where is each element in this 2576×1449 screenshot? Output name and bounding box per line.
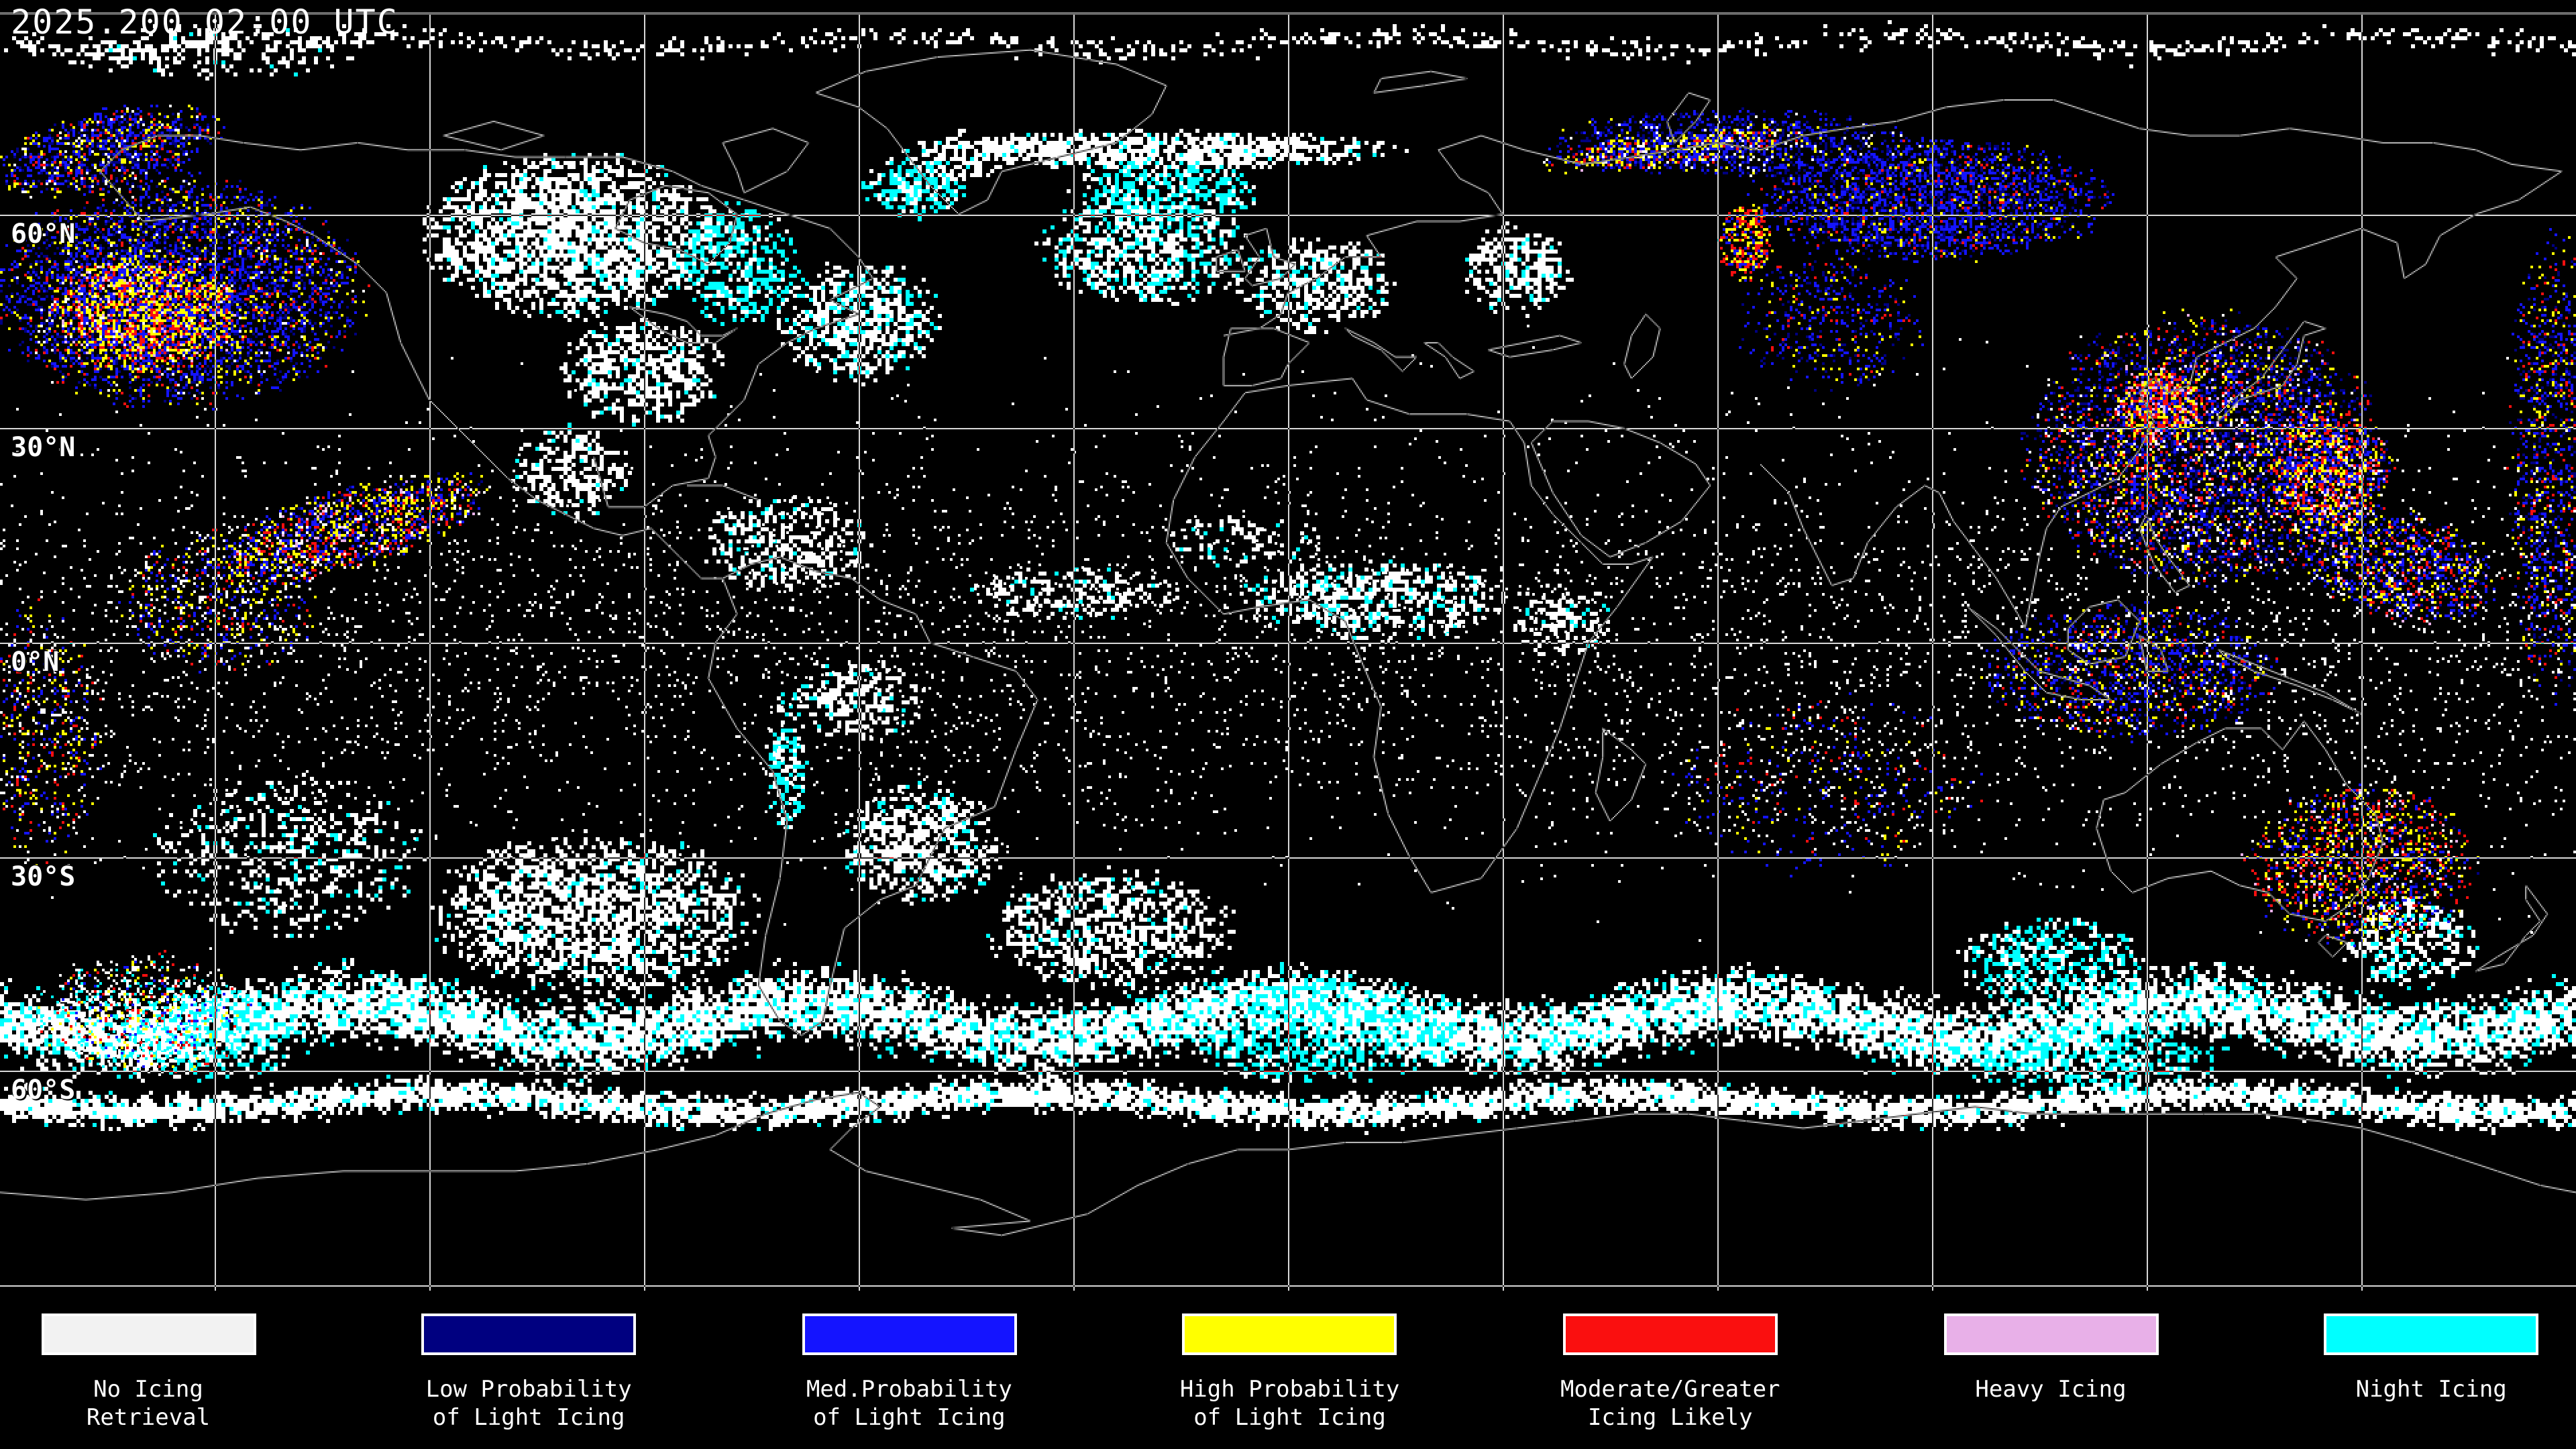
timestamp: 2025.200 02:00 UTC	[11, 3, 398, 42]
legend-label: Heavy Icing	[1975, 1377, 2127, 1403]
latitude-label: 30°N	[11, 431, 76, 464]
legend-swatch	[2324, 1313, 2539, 1355]
legend-swatch	[1562, 1313, 1778, 1355]
legend-label: High Probability of Light Icing	[1179, 1377, 1400, 1432]
legend-swatch	[1182, 1313, 1397, 1355]
latitude-label: 60°N	[11, 217, 76, 250]
legend-swatch	[41, 1313, 256, 1355]
legend-label: No Icing Retrieval	[86, 1377, 211, 1432]
icing-map-canvas	[0, 0, 2576, 1291]
legend-label: Med.Probability of Light Icing	[806, 1377, 1012, 1432]
legend-swatch	[802, 1313, 1017, 1355]
legend-label: Low Probability of Light Icing	[425, 1377, 632, 1432]
legend: No Icing Retrieval Low Probability of Lig…	[0, 1291, 2576, 1449]
legend-swatch	[1943, 1313, 2158, 1355]
legend-label: Night Icing	[2355, 1377, 2507, 1403]
map-area: 2025.200 02:00 UTC 60°N 30°N 0°N 30°S 60°S	[0, 0, 2576, 1291]
latitude-label: 0°N	[11, 645, 60, 678]
latitude-label: 30°S	[11, 859, 76, 892]
latitude-label: 60°S	[11, 1073, 76, 1106]
legend-swatch	[421, 1313, 637, 1355]
legend-label: Moderate/Greater Icing Likely	[1560, 1377, 1780, 1432]
